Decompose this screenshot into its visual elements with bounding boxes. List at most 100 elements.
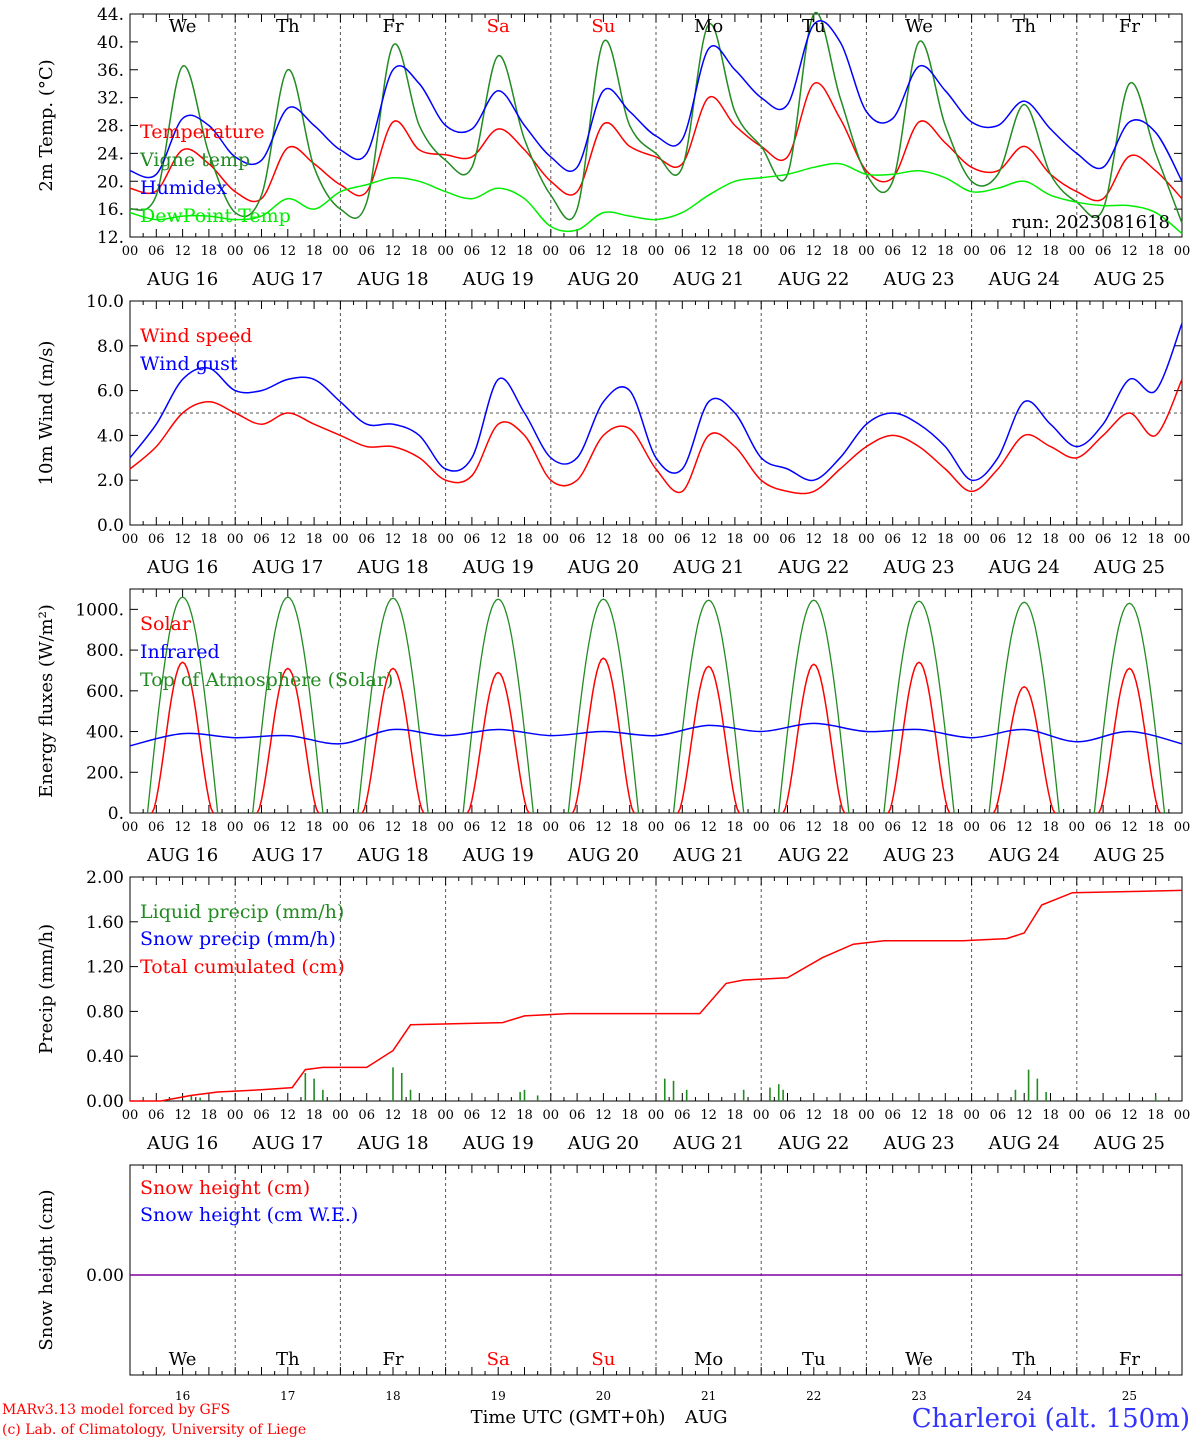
y-tick-label: 8.0 bbox=[97, 337, 124, 357]
y-tick-label: 0.80 bbox=[86, 1002, 124, 1022]
hour-label: 00 bbox=[1174, 820, 1191, 835]
y-tick-label: 12. bbox=[97, 228, 124, 248]
toa-arch bbox=[1093, 602, 1166, 814]
hour-label: 18 bbox=[832, 1108, 849, 1123]
hour-label: 18 bbox=[1147, 532, 1164, 547]
date-label: AUG 23 bbox=[882, 557, 954, 578]
date-label: AUG 20 bbox=[567, 557, 639, 578]
date-label: AUG 24 bbox=[988, 269, 1060, 290]
legend-entry: Snow height (cm) bbox=[140, 1177, 310, 1199]
hour-label: 06 bbox=[1095, 820, 1112, 835]
hour-label: 12 bbox=[280, 820, 297, 835]
date-label: AUG 22 bbox=[777, 845, 849, 866]
hour-label: 00 bbox=[648, 532, 665, 547]
y-tick-label: 1.60 bbox=[86, 913, 124, 933]
hour-label: 00 bbox=[1069, 244, 1086, 259]
hour-label: 12 bbox=[174, 244, 191, 259]
hour-label: 18 bbox=[411, 1108, 428, 1123]
hour-label: 12 bbox=[385, 244, 402, 259]
date-label: AUG 17 bbox=[251, 269, 323, 290]
day-number: 20 bbox=[596, 1389, 611, 1403]
weekday-label: Th bbox=[276, 16, 300, 37]
hour-label: 18 bbox=[306, 532, 323, 547]
toa-arch bbox=[357, 597, 429, 814]
hour-label: 00 bbox=[753, 820, 770, 835]
toa-arch bbox=[567, 598, 640, 814]
day-number: 24 bbox=[1017, 1389, 1033, 1403]
y-axis-label: Snow height (cm) bbox=[36, 1189, 57, 1350]
hour-label: 00 bbox=[858, 1108, 875, 1123]
toa-arch bbox=[462, 598, 534, 814]
hour-label: 00 bbox=[332, 820, 349, 835]
hour-label: 12 bbox=[280, 1108, 297, 1123]
legend-entry: Top of Atmosphere (Solar) bbox=[140, 669, 393, 691]
hour-label: 06 bbox=[884, 1108, 901, 1123]
hour-label: 00 bbox=[648, 244, 665, 259]
hour-label: 18 bbox=[411, 820, 428, 835]
hour-label: 06 bbox=[358, 244, 375, 259]
hour-label: 18 bbox=[832, 244, 849, 259]
hour-label: 18 bbox=[201, 820, 218, 835]
hour-label: 06 bbox=[569, 820, 586, 835]
hour-label: 18 bbox=[201, 244, 218, 259]
hour-label: 18 bbox=[621, 820, 638, 835]
weekday-label: We bbox=[905, 1349, 933, 1370]
date-label: AUG 19 bbox=[462, 269, 534, 290]
hour-label: 18 bbox=[1147, 820, 1164, 835]
hour-label: 00 bbox=[753, 1108, 770, 1123]
date-label: AUG 18 bbox=[356, 269, 428, 290]
hour-label: 18 bbox=[516, 244, 533, 259]
hour-label: 12 bbox=[490, 532, 507, 547]
cumulated-precip-line bbox=[130, 889, 1183, 1102]
date-label: AUG 24 bbox=[988, 1133, 1060, 1154]
hour-label: 18 bbox=[306, 244, 323, 259]
hour-label: 06 bbox=[990, 244, 1007, 259]
hour-label: 00 bbox=[858, 244, 875, 259]
weekday-label: Th bbox=[1012, 1349, 1036, 1370]
hour-label: 12 bbox=[490, 1108, 507, 1123]
hour-label: 00 bbox=[543, 820, 560, 835]
date-label: AUG 19 bbox=[462, 845, 534, 866]
date-label: AUG 22 bbox=[777, 557, 849, 578]
hour-label: 06 bbox=[569, 532, 586, 547]
series-line bbox=[129, 20, 1183, 182]
hour-label: 06 bbox=[674, 244, 691, 259]
y-tick-label: 40. bbox=[97, 33, 124, 53]
weekday-label: Mo bbox=[694, 1349, 723, 1370]
y-tick-label: 0.00 bbox=[86, 1266, 124, 1286]
hour-label: 12 bbox=[1016, 1108, 1033, 1123]
hour-label: 06 bbox=[148, 532, 165, 547]
hour-label: 00 bbox=[122, 1108, 139, 1123]
hour-label: 06 bbox=[358, 532, 375, 547]
toa-arch bbox=[672, 599, 745, 814]
hour-label: 00 bbox=[122, 820, 139, 835]
legend-entry: Temperature bbox=[140, 121, 264, 143]
hour-label: 18 bbox=[937, 532, 954, 547]
hour-label: 00 bbox=[648, 820, 665, 835]
date-label: AUG 18 bbox=[356, 845, 428, 866]
weekday-label: Sa bbox=[487, 1349, 510, 1370]
weekday-label: Th bbox=[1012, 16, 1036, 37]
y-tick-label: 0.00 bbox=[86, 1092, 124, 1112]
hour-label: 06 bbox=[253, 1108, 270, 1123]
weekday-label: Su bbox=[591, 1349, 615, 1370]
hour-label: 12 bbox=[595, 244, 612, 259]
panel-4: 0.00 0.40 0.80 1.20 1.60 2.00 Precip (mm/h) 00 0… bbox=[36, 868, 1190, 1154]
hour-label: 00 bbox=[1174, 244, 1191, 259]
hour-label: 18 bbox=[516, 532, 533, 547]
hour-label: 12 bbox=[385, 1108, 402, 1123]
y-tick-label: 600. bbox=[86, 682, 124, 702]
weekday-label: We bbox=[169, 16, 197, 37]
solar-arch bbox=[887, 661, 951, 814]
date-label: AUG 21 bbox=[672, 269, 744, 290]
legend-entry: Wind gust bbox=[140, 353, 238, 375]
date-label: AUG 16 bbox=[146, 1133, 218, 1154]
hour-label: 06 bbox=[148, 820, 165, 835]
hour-label: 18 bbox=[1147, 1108, 1164, 1123]
hour-label: 18 bbox=[1042, 1108, 1059, 1123]
solar-arch bbox=[1098, 667, 1161, 814]
date-label: AUG 25 bbox=[1093, 557, 1165, 578]
day-number: 16 bbox=[175, 1389, 190, 1403]
toa-arch bbox=[146, 596, 219, 814]
